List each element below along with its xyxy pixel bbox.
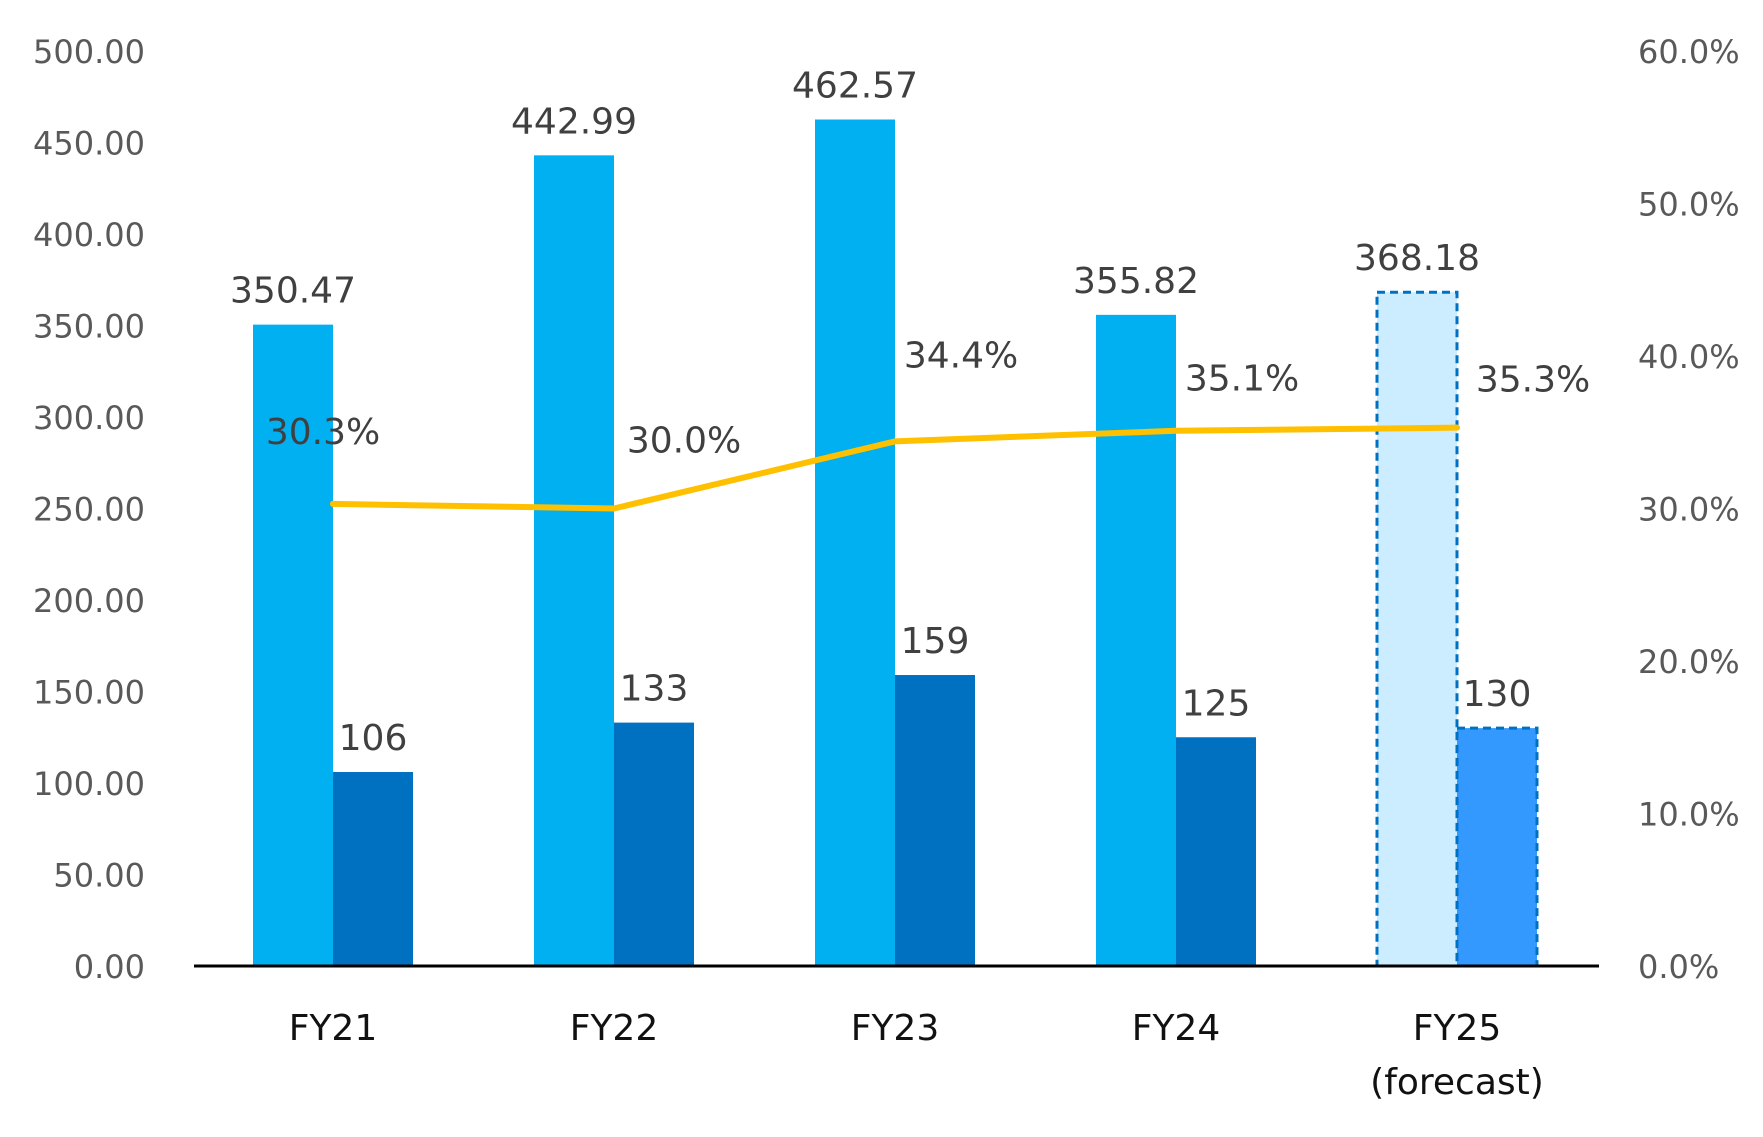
bar-label-series-a: 355.82 [1073,261,1199,302]
bar-label-series-b: 133 [620,669,689,710]
bar-series-b [1176,737,1256,966]
y-tick-label: 350.00 [33,308,145,346]
y-tick-label: 250.00 [33,491,145,529]
y-tick-label: 400.00 [33,216,145,254]
y2-tick-label: 0.0% [1638,948,1719,986]
y-tick-label: 450.00 [33,125,145,163]
bar-series-a [1375,290,1459,968]
bar-series-a [534,155,614,966]
x-tick-sublabel: (forecast) [1370,1062,1544,1103]
bar-series-a [253,324,333,966]
y2-tick-label: 40.0% [1638,338,1740,376]
bar-series-b [333,772,413,966]
line-label: 35.3% [1476,360,1590,401]
x-tick-label: FY25 [1413,1008,1502,1049]
x-tick-label: FY22 [570,1008,659,1049]
bar-series-b [1455,726,1539,968]
line-point [1454,424,1460,431]
y-tick-label: 50.00 [53,857,145,895]
y2-tick-label: 10.0% [1638,796,1740,834]
bar-label-series-a: 462.57 [792,65,918,106]
bar-label-series-a: 350.47 [230,271,356,312]
line-point [330,500,336,507]
line-point [1173,427,1179,434]
y-tick-label: 200.00 [33,582,145,620]
y-tick-label: 300.00 [33,399,145,437]
y2-tick-label: 60.0% [1638,33,1740,71]
line-point [611,505,617,512]
bar-series-a [815,119,895,967]
line-label: 30.3% [266,412,380,453]
x-tick-label: FY24 [1132,1008,1221,1049]
y2-tick-label: 30.0% [1638,491,1740,529]
x-tick-label: FY23 [851,1008,940,1049]
bar-label-series-a: 442.99 [511,101,637,142]
line-label: 30.0% [627,421,741,462]
bar-label-series-b: 130 [1463,674,1532,715]
bar-series-b [614,722,694,966]
y-tick-label: 0.00 [74,948,145,986]
y-tick-label: 100.00 [33,765,145,803]
y-tick-label: 500.00 [33,33,145,71]
line-point [892,438,898,445]
bar-label-series-b: 159 [901,621,970,662]
bar-label-series-b: 125 [1182,683,1251,724]
y-tick-label: 150.00 [33,674,145,712]
bar-label-series-a: 368.18 [1354,238,1480,279]
bar-series-a [1096,314,1176,967]
line-label: 35.1% [1185,359,1299,400]
bar-label-series-b: 106 [339,718,408,759]
y2-tick-label: 50.0% [1638,186,1740,224]
y2-tick-label: 20.0% [1638,643,1740,681]
x-tick-label: FY21 [289,1008,378,1049]
bar-series-b [895,675,975,966]
line-label: 34.4% [904,335,1018,376]
